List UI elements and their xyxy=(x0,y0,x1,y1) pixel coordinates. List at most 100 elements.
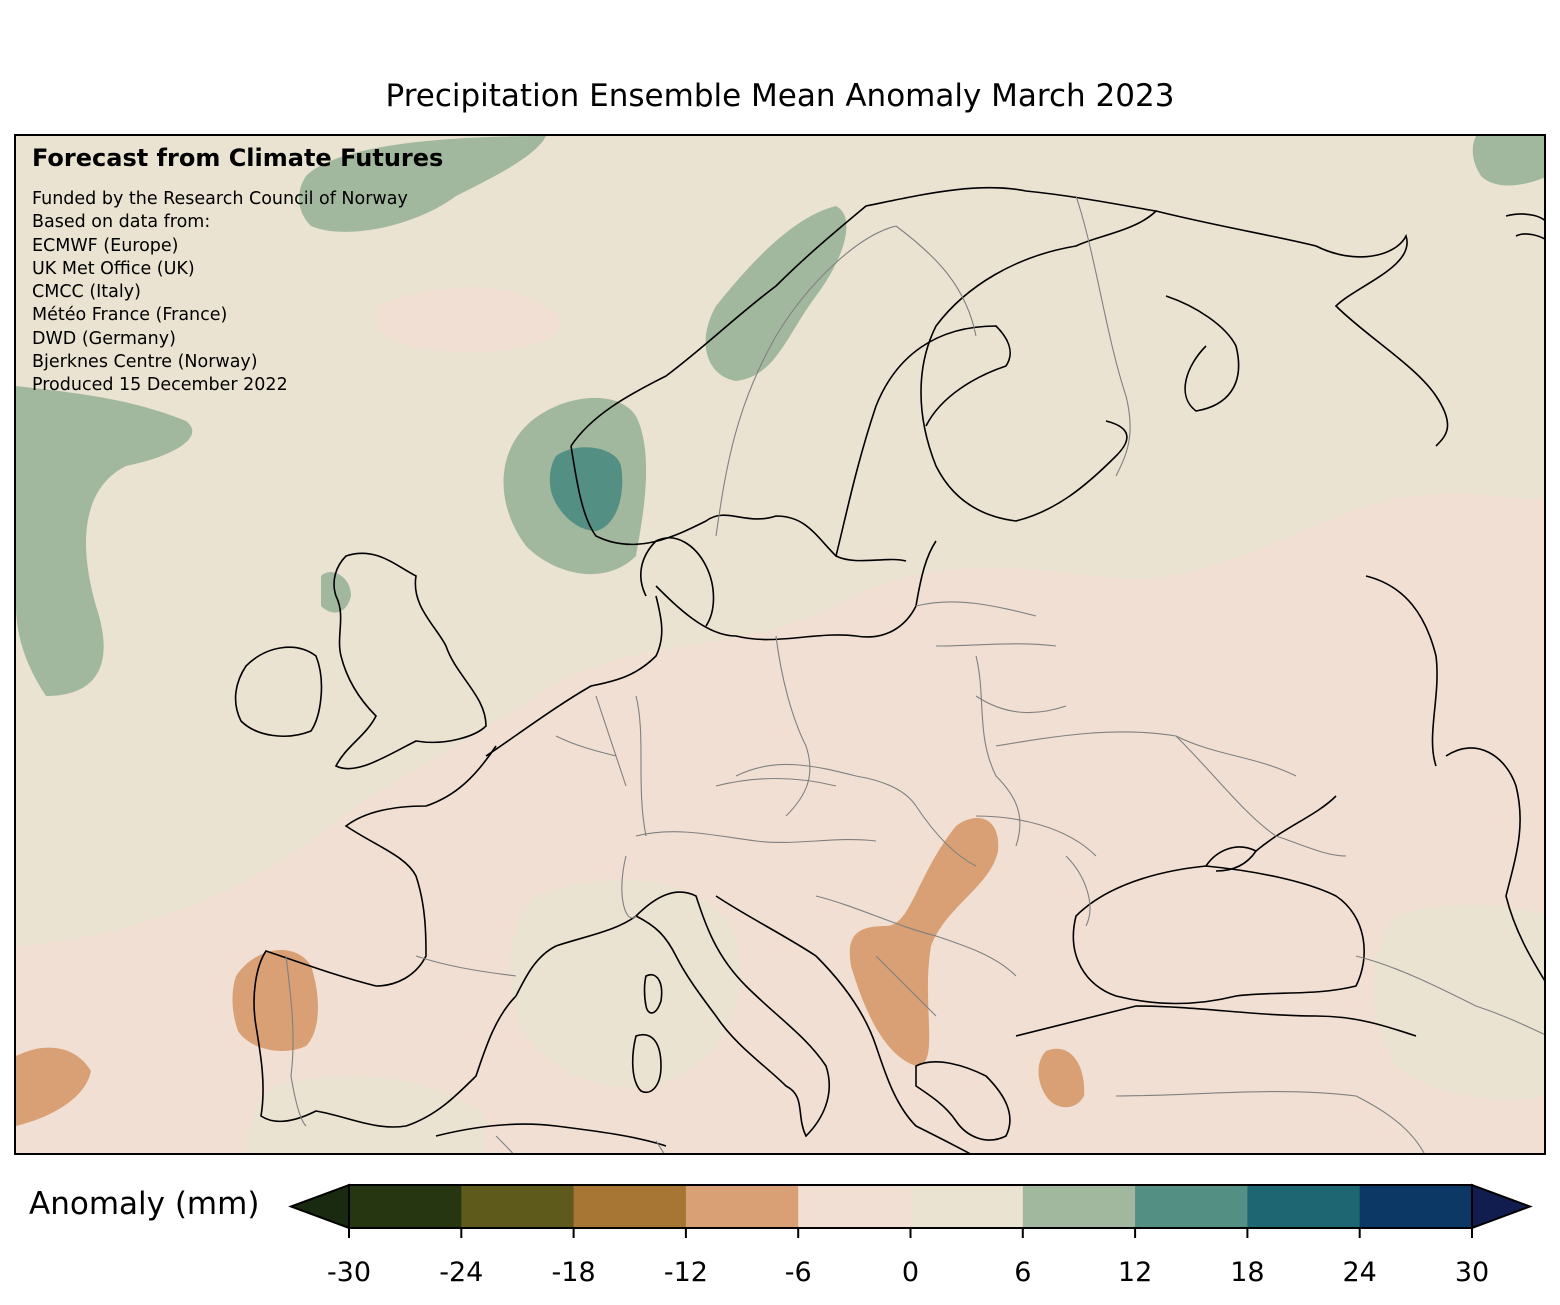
border-africa xyxy=(495,1135,665,1153)
coast-jutland xyxy=(640,537,715,627)
colorbar-tick-label: -18 xyxy=(551,1257,596,1288)
colorbar-segment xyxy=(1247,1185,1361,1228)
credit-line: Funded by the Research Council of Norway xyxy=(32,189,408,209)
border-hungary-romania xyxy=(915,805,1097,867)
credit-heading: Forecast from Climate Futures xyxy=(32,144,444,172)
border-russia-ukraine xyxy=(1175,735,1347,857)
border-poland-east xyxy=(975,655,1021,847)
credit-line: Bjerknes Centre (Norway) xyxy=(32,352,258,373)
anomaly-neutral-caspian xyxy=(1373,904,1544,1100)
border-baltics xyxy=(915,601,1067,714)
colorbar-label: Anomaly (mm) xyxy=(29,1186,260,1222)
colorbar-segments xyxy=(288,1183,1533,1230)
credit-block: Forecast from Climate Futures Funded by … xyxy=(32,144,443,398)
border-sweden-finland xyxy=(895,225,977,337)
border-ukraine-north xyxy=(995,731,1297,777)
border-caucasus xyxy=(1355,955,1544,1035)
coast-italy xyxy=(635,891,830,1138)
credit-line: Based on data from: xyxy=(32,212,211,233)
colorbar-over-arrow xyxy=(1471,1183,1533,1230)
coast-white-sea xyxy=(1165,295,1240,412)
coast-adriatic-east xyxy=(715,895,971,1153)
colorbar-segment xyxy=(1359,1185,1473,1228)
anomaly-norway-dry xyxy=(376,287,560,353)
coast-caspian xyxy=(1445,747,1544,981)
border-france-italy xyxy=(621,855,637,919)
border-benelux xyxy=(555,695,627,787)
coast-north-africa xyxy=(435,1123,667,1147)
coast-svalbard-sea xyxy=(1505,213,1544,240)
border-turkey xyxy=(1115,1091,1425,1153)
anomaly-scotland-wet xyxy=(321,572,351,613)
coast-med-france xyxy=(515,915,637,997)
anomaly-balkan-dry xyxy=(849,818,999,1066)
colorbar-segment xyxy=(349,1185,462,1228)
anomaly-neutral-west-med xyxy=(510,879,742,1088)
colorbar-tick-label: -30 xyxy=(326,1257,372,1288)
colorbar-tick-label: 24 xyxy=(1342,1257,1377,1288)
anomaly-norway-coast-wet xyxy=(705,206,847,381)
map-title: Precipitation Ensemble Mean Anomaly Marc… xyxy=(385,78,1175,114)
colorbar-tick-label: 12 xyxy=(1117,1257,1153,1288)
colorbar-segment xyxy=(573,1185,687,1228)
anomaly-aegean-dry xyxy=(1038,1048,1085,1108)
colorbar-tick-label: -12 xyxy=(663,1257,708,1288)
colorbar-segment xyxy=(798,1185,911,1228)
anomaly-arctic-wet xyxy=(1472,136,1544,186)
colorbar-segment xyxy=(1022,1185,1136,1228)
coast-finland-gulf xyxy=(835,325,1011,557)
credit-line: CMCC (Italy) xyxy=(32,282,141,303)
anomaly-norway-west-wet xyxy=(549,447,623,531)
credit-line: Produced 15 December 2022 xyxy=(32,375,288,396)
border-alps xyxy=(635,777,877,843)
credit-line: DWD (Germany) xyxy=(32,328,176,349)
colorbar-tick-label: 6 xyxy=(1014,1257,1032,1288)
colorbar-tick-label: 30 xyxy=(1454,1257,1490,1288)
coast-anatolia xyxy=(1015,1005,1417,1037)
credit-line: Météo France (France) xyxy=(32,305,228,326)
anomaly-nordic-sea-wet xyxy=(299,136,546,232)
colorbar-segment xyxy=(685,1185,799,1228)
coast-baltic-south xyxy=(655,540,937,641)
coast-iberia xyxy=(253,950,517,1128)
coast-north-sea xyxy=(485,595,663,757)
coastlines xyxy=(234,186,1544,1153)
coast-france-atlantic xyxy=(344,745,497,987)
border-france-spain xyxy=(415,955,517,977)
anomaly-atlantic-wet xyxy=(16,386,193,696)
coast-ireland xyxy=(234,646,323,737)
colorbar-ticks xyxy=(348,1228,1473,1238)
colorbar-tick-label: 0 xyxy=(901,1257,920,1288)
country-borders xyxy=(285,195,1544,1153)
border-france-germany xyxy=(635,695,647,837)
map-panel: Forecast from Climate Futures Funded by … xyxy=(14,134,1546,1155)
colorbar-under-arrow xyxy=(288,1183,350,1230)
colorbar-tick-label: -24 xyxy=(439,1257,484,1288)
credit-line: ECMWF (Europe) xyxy=(32,235,179,256)
coast-scandinavia xyxy=(570,186,1158,562)
colorbar xyxy=(288,1183,1533,1238)
coast-azov-volga xyxy=(1255,575,1438,852)
border-germany-poland xyxy=(775,635,811,817)
anomaly-atlantic-dry xyxy=(16,1047,91,1126)
coast-great-britain xyxy=(333,552,487,770)
anomaly-map xyxy=(16,136,1544,1153)
colorbar-segment xyxy=(910,1185,1024,1228)
coast-greece xyxy=(915,1061,1011,1141)
credit-line: UK Met Office (UK) xyxy=(32,258,195,279)
coast-sardinia xyxy=(631,1034,662,1093)
coast-kola xyxy=(1155,210,1449,447)
coast-corsica xyxy=(643,974,663,1014)
anomaly-dry-zone xyxy=(16,493,1544,1153)
colorbar-tick-label: -6 xyxy=(784,1257,812,1288)
anomaly-neutral-iberia-south xyxy=(246,1076,486,1153)
border-finland-russia xyxy=(1075,195,1131,477)
border-czech-austria xyxy=(735,763,917,807)
border-balkans xyxy=(815,895,1017,1017)
colorbar-segment xyxy=(1135,1185,1248,1228)
coast-black-sea xyxy=(1072,865,1365,1005)
colorbar-segment xyxy=(461,1185,575,1228)
border-moldova xyxy=(1065,855,1091,927)
anomaly-iberia-dry xyxy=(232,949,318,1051)
colorbar-tick-label: 18 xyxy=(1230,1257,1265,1288)
